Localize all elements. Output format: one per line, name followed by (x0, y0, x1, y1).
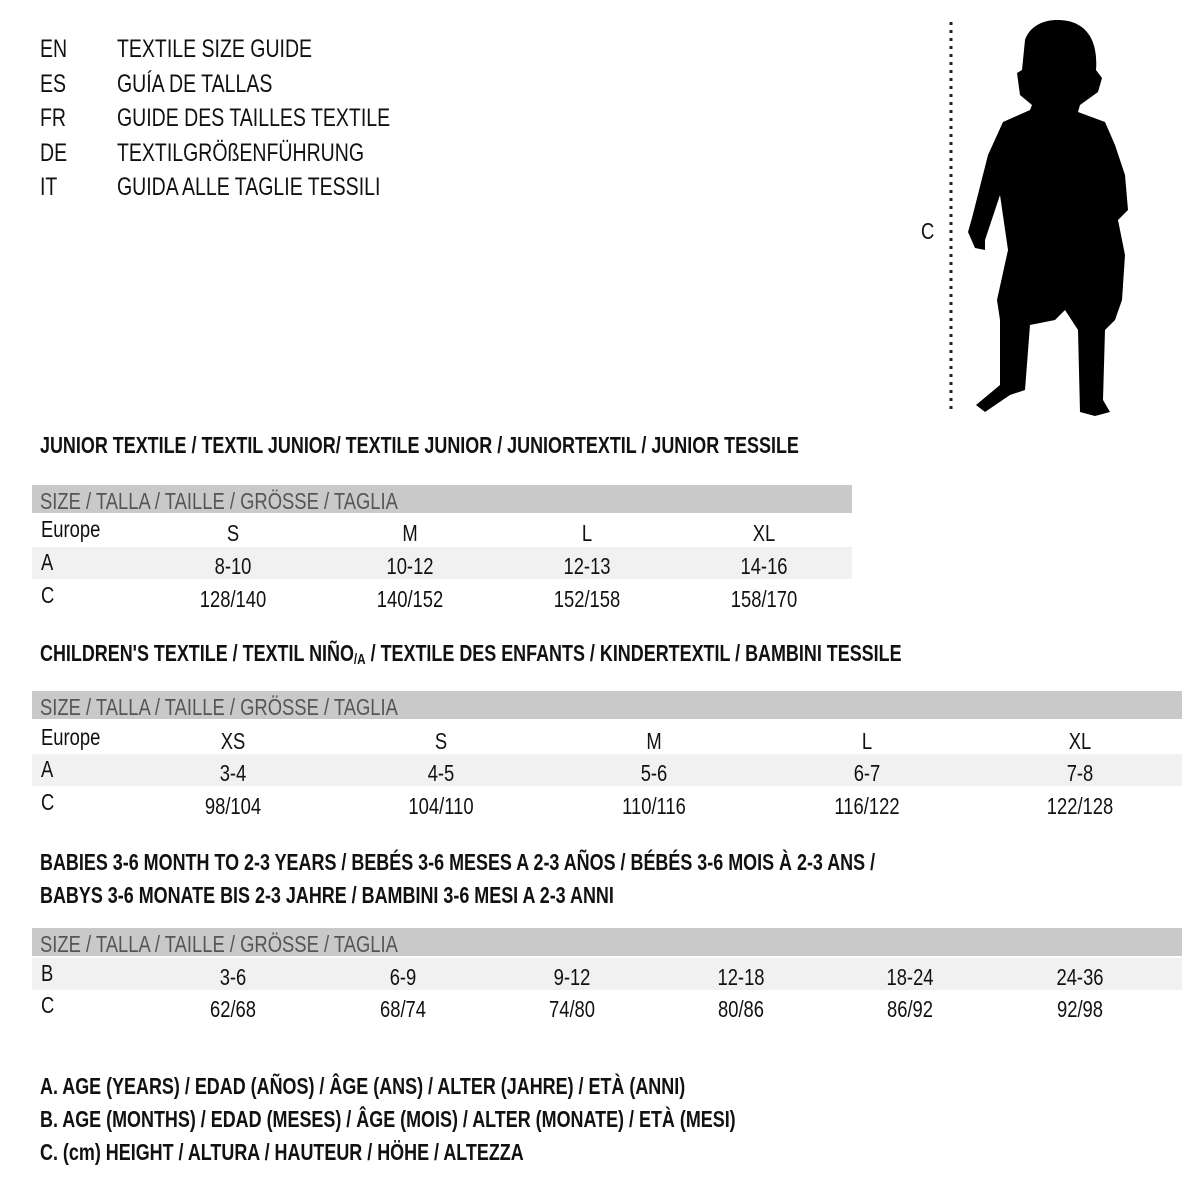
row-label: C (41, 789, 55, 815)
table-cell: S (434, 728, 448, 754)
table-cell: 98/104 (204, 793, 262, 819)
row-label: C (41, 582, 55, 608)
section-heading: JUNIOR TEXTILE / TEXTIL JUNIOR/ TEXTILE … (40, 432, 799, 458)
row-label: B (41, 960, 54, 986)
table-cell: XS (220, 728, 246, 754)
title-line: GUÍA DE TALLAS (117, 69, 273, 98)
language-code: ES (40, 69, 67, 98)
table-cell: 128/140 (199, 586, 267, 612)
heading-part: / TEXTILE DES ENFANTS / KINDERTEXTIL / B… (365, 640, 902, 666)
table-cell: 10-12 (386, 553, 434, 579)
language-code: DE (40, 138, 68, 167)
table-cell: 110/116 (622, 793, 686, 819)
table-header-bar: SIZE / TALLA / TAILLE / GRÖSSE / TAGLIA (32, 691, 1182, 720)
table-cell: 68/74 (379, 996, 427, 1022)
title-line: GUIDA ALLE TAGLIE TESSILI (117, 173, 381, 201)
table-cell: 92/98 (1056, 996, 1104, 1022)
section-heading: BABYS 3-6 MONATE BIS 2-3 JAHRE / BAMBINI… (40, 882, 614, 908)
table-cell: 152/158 (553, 586, 621, 612)
legend-line: A. AGE (YEARS) / EDAD (AÑOS) / ÂGE (ANS)… (40, 1073, 686, 1099)
table-cell: L (581, 520, 593, 546)
table-cell: S (226, 520, 240, 546)
language-code: FR (40, 104, 66, 132)
table-cell: 3-4 (219, 760, 247, 786)
heading-part: /A (353, 651, 366, 668)
title-line: TEXTILE SIZE GUIDE (117, 35, 313, 63)
table-cell: 122/128 (1046, 793, 1114, 819)
section-heading: CHILDREN'S TEXTILE / TEXTIL NIÑO/A / TEX… (40, 640, 902, 668)
table-cell: M (646, 728, 662, 754)
table-header-label: SIZE / TALLA / TAILLE / GRÖSSE / TAGLIA (40, 694, 398, 720)
table-cell: 9-12 (553, 964, 591, 990)
table-cell: 116/122 (834, 793, 900, 819)
table-cell: 12-13 (563, 553, 611, 579)
table-cell: XL (752, 520, 776, 546)
table-cell: 18-24 (886, 964, 934, 990)
child-silhouette-icon (949, 20, 1128, 416)
table-cell: 24-36 (1056, 964, 1104, 990)
row-label: A (41, 756, 54, 782)
row-label: Europe (41, 516, 101, 542)
row-band (32, 547, 852, 579)
table-cell: 8-10 (214, 553, 252, 579)
language-code: EN (40, 35, 68, 63)
section-heading: BABIES 3-6 MONTH TO 2-3 YEARS / BEBÉS 3-… (40, 849, 876, 875)
table-cell: 104/110 (408, 793, 474, 819)
table-cell: 7-8 (1066, 760, 1094, 786)
table-cell: 86/92 (886, 996, 934, 1022)
table-cell: M (402, 520, 418, 546)
child-silhouette (968, 20, 1128, 416)
title-line: GUIDE DES TAILLES TEXTILE (117, 104, 391, 132)
language-code: IT (40, 173, 58, 201)
table-cell: 6-9 (389, 964, 417, 990)
row-band (32, 754, 1182, 786)
row-label: C (41, 992, 55, 1018)
height-label: C (921, 218, 935, 244)
table-header-bar: SIZE / TALLA / TAILLE / GRÖSSE / TAGLIA (32, 928, 1182, 957)
table-cell: 3-6 (219, 964, 247, 990)
table-cell: 140/152 (376, 586, 444, 612)
table-cell: L (861, 728, 873, 754)
row-label: A (41, 549, 54, 575)
title-line: TEXTILGRÖßENFÜHRUNG (117, 138, 365, 167)
table-cell: XL (1068, 728, 1092, 754)
legend-line: B. AGE (MONTHS) / EDAD (MESES) / ÂGE (MO… (40, 1106, 736, 1132)
table-cell: 14-16 (740, 553, 788, 579)
table-cell: 158/170 (730, 586, 798, 612)
table-cell: 5-6 (640, 760, 668, 786)
legend-line: C. (cm) HEIGHT / ALTURA / HAUTEUR / HÖHE… (40, 1139, 524, 1165)
table-cell: 74/80 (548, 996, 596, 1022)
table-header-label: SIZE / TALLA / TAILLE / GRÖSSE / TAGLIA (40, 931, 398, 957)
table-header-bar: SIZE / TALLA / TAILLE / GRÖSSE / TAGLIA (32, 485, 852, 514)
row-label: Europe (41, 724, 101, 750)
table-cell: 80/86 (717, 996, 765, 1022)
table-header-label: SIZE / TALLA / TAILLE / GRÖSSE / TAGLIA (40, 488, 398, 514)
table-cell: 62/68 (209, 996, 257, 1022)
table-cell: 12-18 (717, 964, 765, 990)
table-cell: 6-7 (853, 760, 881, 786)
heading-part: CHILDREN'S TEXTILE / TEXTIL NIÑO (40, 640, 354, 666)
row-band (32, 958, 1182, 990)
table-cell: 4-5 (427, 760, 455, 786)
